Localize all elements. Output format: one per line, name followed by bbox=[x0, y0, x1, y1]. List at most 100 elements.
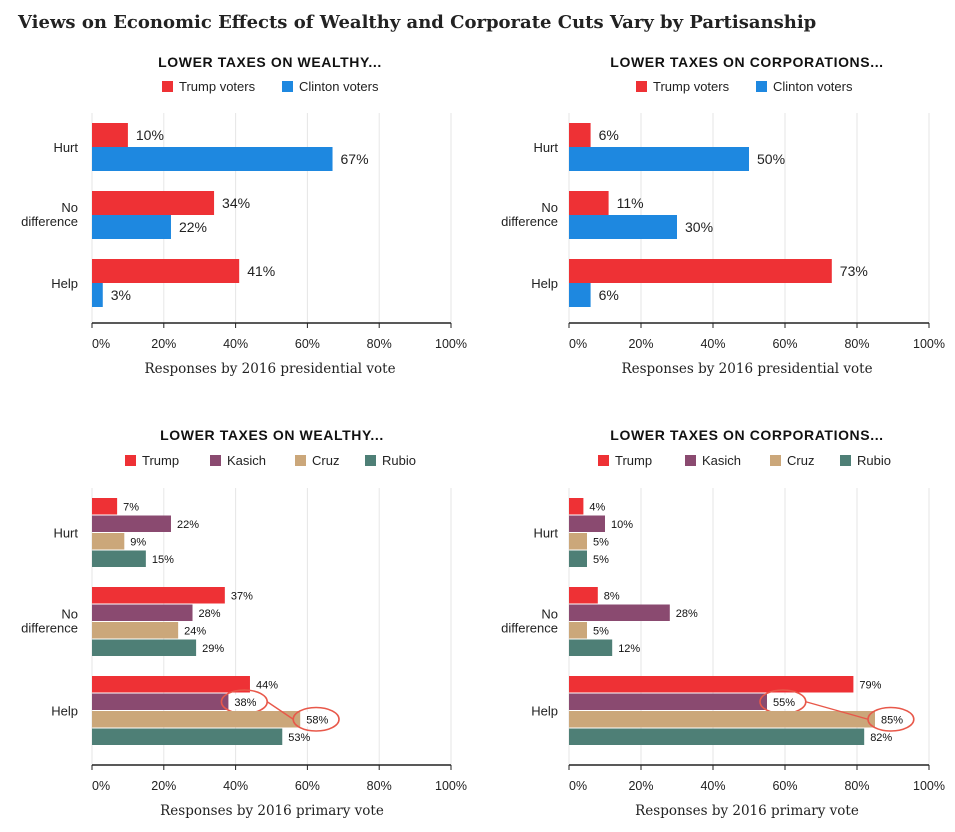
x-axis-title: Responses by 2016 primary vote bbox=[160, 803, 384, 819]
x-tick-label: 40% bbox=[700, 779, 725, 793]
data-label-help-rubio: 82% bbox=[870, 732, 892, 744]
data-label-no-difference-kasich: 28% bbox=[199, 608, 221, 620]
data-label-hurt-trump: 7% bbox=[123, 501, 139, 513]
bar-help-clinton-voters bbox=[92, 283, 103, 307]
legend-swatch-trump bbox=[125, 455, 136, 466]
category-label-hurt: Hurt bbox=[533, 140, 558, 155]
x-tick-label: 20% bbox=[628, 337, 653, 351]
data-label-help-cruz: 85% bbox=[881, 714, 903, 726]
legend-swatch-kasich bbox=[685, 455, 696, 466]
legend-label-trump-voters: Trump voters bbox=[179, 79, 256, 94]
category-label-help: Help bbox=[51, 704, 78, 719]
bar-help-kasich bbox=[569, 693, 767, 710]
data-label-hurt-rubio: 15% bbox=[152, 554, 174, 566]
data-label-help-trump-voters: 73% bbox=[840, 263, 868, 279]
data-label-hurt-cruz: 5% bbox=[593, 536, 609, 548]
data-label-help-trump: 44% bbox=[256, 679, 278, 691]
x-tick-label: 100% bbox=[913, 337, 945, 351]
bar-no-difference-kasich bbox=[569, 604, 670, 621]
x-tick-label: 0% bbox=[569, 337, 587, 351]
x-tick-label: 80% bbox=[844, 779, 869, 793]
legend-swatch-rubio bbox=[840, 455, 851, 466]
bar-help-trump-voters bbox=[569, 259, 832, 283]
x-tick-label: 60% bbox=[295, 779, 320, 793]
category-label-hurt: Hurt bbox=[53, 526, 78, 541]
data-label-no-difference-kasich: 28% bbox=[676, 608, 698, 620]
data-label-no-difference-trump: 37% bbox=[231, 590, 253, 602]
x-tick-label: 20% bbox=[151, 337, 176, 351]
bar-no-difference-trump-voters bbox=[569, 191, 609, 215]
highlight-connector bbox=[805, 701, 869, 720]
x-axis-title: Responses by 2016 primary vote bbox=[635, 803, 859, 819]
data-label-hurt-trump-voters: 10% bbox=[136, 127, 164, 143]
data-label-help-trump-voters: 41% bbox=[247, 263, 275, 279]
highlight-label-bg bbox=[302, 712, 331, 727]
data-label-no-difference-rubio: 12% bbox=[618, 643, 640, 655]
bar-hurt-cruz bbox=[569, 533, 587, 550]
x-tick-label: 0% bbox=[569, 779, 587, 793]
data-label-help-clinton-voters: 3% bbox=[111, 287, 131, 303]
x-tick-label: 40% bbox=[223, 779, 248, 793]
category-label-help: Help bbox=[51, 276, 78, 291]
legend-swatch-clinton-voters bbox=[756, 81, 767, 92]
bar-help-cruz bbox=[92, 711, 301, 728]
data-label-hurt-trump-voters: 6% bbox=[599, 127, 619, 143]
x-tick-label: 20% bbox=[151, 779, 176, 793]
bar-no-difference-trump-voters bbox=[92, 191, 215, 215]
x-tick-label: 100% bbox=[913, 779, 945, 793]
legend-label-trump-voters: Trump voters bbox=[653, 79, 730, 94]
x-axis-title: Responses by 2016 presidential vote bbox=[621, 361, 872, 377]
bar-help-kasich bbox=[92, 693, 229, 710]
data-label-hurt-cruz: 9% bbox=[130, 536, 146, 548]
panel-title: LOWER TAXES ON WEALTHY... bbox=[160, 427, 384, 443]
legend-label-clinton-voters: Clinton voters bbox=[773, 79, 853, 94]
bar-no-difference-cruz bbox=[92, 622, 179, 639]
bar-no-difference-cruz bbox=[569, 622, 587, 639]
highlight-label-bg bbox=[769, 694, 797, 709]
x-tick-label: 60% bbox=[772, 779, 797, 793]
x-tick-label: 20% bbox=[628, 779, 653, 793]
data-label-help-kasich: 38% bbox=[234, 697, 256, 709]
legend-label-cruz: Cruz bbox=[787, 453, 814, 468]
data-label-help-trump: 79% bbox=[859, 679, 881, 691]
category-label-no-difference-line1: No bbox=[541, 200, 558, 215]
category-label-no-difference-line2: difference bbox=[501, 214, 558, 229]
panel-title: LOWER TAXES ON CORPORATIONS... bbox=[610, 427, 883, 443]
bar-help-rubio bbox=[569, 728, 865, 745]
legend-label-trump: Trump bbox=[142, 453, 179, 468]
category-label-help: Help bbox=[531, 704, 558, 719]
data-label-no-difference-clinton-voters: 22% bbox=[179, 219, 207, 235]
legend-swatch-trump-voters bbox=[636, 81, 647, 92]
panel-title: LOWER TAXES ON CORPORATIONS... bbox=[610, 54, 883, 70]
data-label-hurt-kasich: 22% bbox=[177, 519, 199, 531]
category-label-no-difference-line1: No bbox=[541, 607, 558, 622]
legend-swatch-clinton-voters bbox=[282, 81, 293, 92]
x-tick-label: 100% bbox=[435, 779, 467, 793]
x-tick-label: 40% bbox=[700, 337, 725, 351]
bar-hurt-rubio bbox=[569, 550, 587, 567]
x-tick-label: 60% bbox=[772, 337, 797, 351]
bar-help-clinton-voters bbox=[569, 283, 591, 307]
data-label-hurt-clinton-voters: 67% bbox=[341, 151, 369, 167]
legend-swatch-trump bbox=[598, 455, 609, 466]
bar-hurt-rubio bbox=[92, 550, 146, 567]
bar-hurt-kasich bbox=[569, 515, 605, 532]
panel-title: LOWER TAXES ON WEALTHY... bbox=[158, 54, 382, 70]
category-label-no-difference-line2: difference bbox=[501, 621, 558, 636]
bar-hurt-cruz bbox=[92, 533, 125, 550]
data-label-no-difference-cruz: 5% bbox=[593, 625, 609, 637]
highlight-label-bg bbox=[230, 694, 259, 709]
x-tick-label: 100% bbox=[435, 337, 467, 351]
x-tick-label: 80% bbox=[367, 779, 392, 793]
bar-no-difference-rubio bbox=[569, 639, 613, 656]
legend-swatch-cruz bbox=[295, 455, 306, 466]
x-tick-label: 40% bbox=[223, 337, 248, 351]
x-tick-label: 0% bbox=[92, 779, 110, 793]
category-label-hurt: Hurt bbox=[53, 140, 78, 155]
bar-help-cruz bbox=[569, 711, 875, 728]
data-label-help-rubio: 53% bbox=[288, 732, 310, 744]
highlight-connector bbox=[266, 701, 294, 720]
